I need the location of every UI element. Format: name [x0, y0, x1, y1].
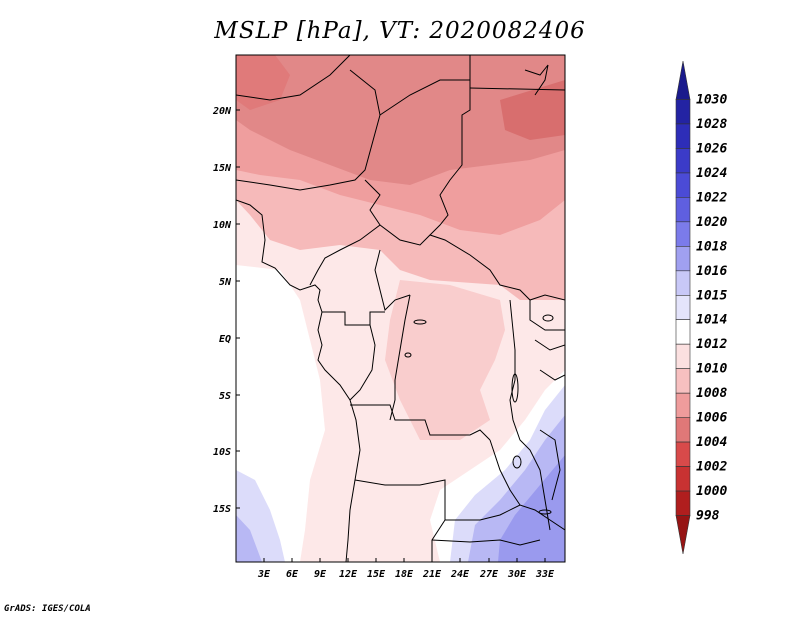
border-congo [349, 324, 376, 401]
lakes [404, 314, 554, 515]
lon-label-27e: 27E [479, 569, 499, 580]
lon-label-12e: 12E [339, 569, 358, 580]
lat-label-20n: 20N [212, 106, 232, 117]
border-zambia-drc [489, 439, 521, 506]
map-frame [235, 54, 566, 563]
colorbar-label: 1012 [696, 337, 727, 352]
lon-label-21e: 21E [422, 569, 442, 580]
border-chad-sudan [429, 80, 471, 236]
colorbar-swatch [675, 60, 691, 100]
colorbar-swatch [675, 197, 691, 223]
colorbar-label: 1015 [696, 288, 727, 303]
lon-label-9e: 9E [314, 569, 327, 580]
pressure-field [236, 55, 565, 562]
colorbar-swatch [675, 172, 691, 198]
lake-tanganyika [511, 373, 519, 403]
colorbar-swatch [675, 319, 691, 345]
colorbar-label: 1016 [696, 264, 727, 279]
lon-label-18e: 18E [395, 569, 414, 580]
lake-1 [413, 319, 427, 325]
colorbar-swatch [675, 466, 691, 492]
colorbar-swatch [675, 99, 691, 125]
border-cameroon-car [374, 249, 411, 311]
colorbar-swatch [675, 294, 691, 321]
field-1010-congo [385, 280, 505, 440]
colorbar: 1030 1028 1026 1024 1022 1020 1018 1016 1015 1014… [675, 60, 727, 555]
colorbar-swatch [675, 123, 691, 149]
colorbar-label: 998 [696, 509, 720, 524]
border-egypt [469, 87, 565, 91]
border-tanzania [539, 369, 565, 381]
lon-label-6e: 6E [286, 569, 299, 580]
lon-label-30e: 30E [507, 569, 527, 580]
colorbar-label: 1002 [696, 460, 727, 475]
colorbar-label: 1030 [696, 92, 727, 107]
nile-delta [524, 64, 549, 96]
colorbar-label: 1028 [696, 117, 727, 132]
colorbar-swatch [675, 246, 691, 272]
border-niger [236, 69, 381, 191]
border-malawi [539, 429, 561, 501]
lat-label-10s: 10S [213, 447, 231, 458]
lake-kariba-east [538, 509, 552, 515]
lake-kariba [512, 455, 522, 469]
colorbar-label: 1004 [696, 435, 727, 450]
colorbar-label: 1024 [696, 166, 727, 181]
colorbar-swatch [675, 441, 691, 467]
lat-label-eq: EQ [219, 334, 231, 345]
lat-label-5s: 5S [219, 391, 231, 402]
colorbar-swatch [675, 417, 691, 443]
border-libya [379, 55, 471, 116]
lake-mai-ndombe [404, 352, 412, 358]
colorbar-swatch [675, 490, 691, 516]
colorbar-swatch [675, 221, 691, 247]
lon-label-24e: 24E [450, 569, 470, 580]
colorbar-label: 1018 [696, 239, 727, 254]
coastline [236, 199, 361, 562]
lat-ticks: 20N 15N 10N 5N EQ 5S 10S 15S [212, 106, 240, 515]
field-1016-southwest [236, 515, 262, 562]
border-car-south [379, 224, 565, 301]
lat-label-10n: 10N [213, 220, 232, 231]
colorbar-label: 1000 [696, 484, 727, 499]
border-algeria-north [236, 55, 351, 101]
country-borders [236, 55, 565, 562]
border-east-rift [509, 299, 551, 531]
colorbar-label: 1008 [696, 386, 727, 401]
lake-victoria [542, 314, 554, 322]
border-drc-west [389, 294, 411, 421]
lat-label-5n: 5N [219, 277, 232, 288]
lon-ticks: 3E 6E 9E 12E 15E 18E 21E 24E 27E 30E 33E [257, 558, 555, 580]
colorbar-swatch [675, 392, 691, 418]
field-1004-cell-west [236, 55, 290, 110]
border-kenya [534, 339, 565, 351]
colorbar-swatch [675, 515, 691, 555]
lon-label-33e: 33E [535, 569, 555, 580]
border-nigeria [309, 179, 381, 286]
colorbar-swatch [675, 368, 691, 394]
map-title: MSLP [hPa], VT: 2020082406 [214, 18, 586, 44]
colorbar-label: 1014 [696, 313, 727, 328]
lat-label-15n: 15N [213, 163, 232, 174]
colorbar-swatch [675, 148, 691, 174]
colorbar-label: 1026 [696, 141, 727, 156]
field-1004-cell-east [500, 80, 565, 140]
lat-label-15s: 15S [213, 504, 231, 515]
lon-label-15e: 15E [367, 569, 386, 580]
colorbar-swatch [675, 270, 691, 296]
colorbar-label: 1006 [696, 411, 727, 426]
border-namibia-botswana [431, 539, 541, 546]
border-gabon-north [322, 311, 385, 326]
colorbar-label: 1022 [696, 190, 727, 205]
colorbar-swatch [675, 343, 691, 369]
field-1006-band [236, 55, 565, 185]
border-angola-north [350, 404, 491, 441]
border-uganda [529, 300, 565, 331]
colorbar-label: 1010 [696, 362, 727, 377]
colorbar-label: 1020 [696, 215, 727, 230]
grads-credit: GrADS: IGES/COLA [4, 604, 91, 614]
lon-label-3e: 3E [257, 569, 271, 580]
